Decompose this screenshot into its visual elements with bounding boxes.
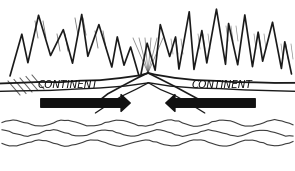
Text: CONTINENT: CONTINENT <box>191 80 253 90</box>
Polygon shape <box>10 14 139 76</box>
Text: CONTINENT: CONTINENT <box>37 80 99 90</box>
Polygon shape <box>141 9 291 74</box>
